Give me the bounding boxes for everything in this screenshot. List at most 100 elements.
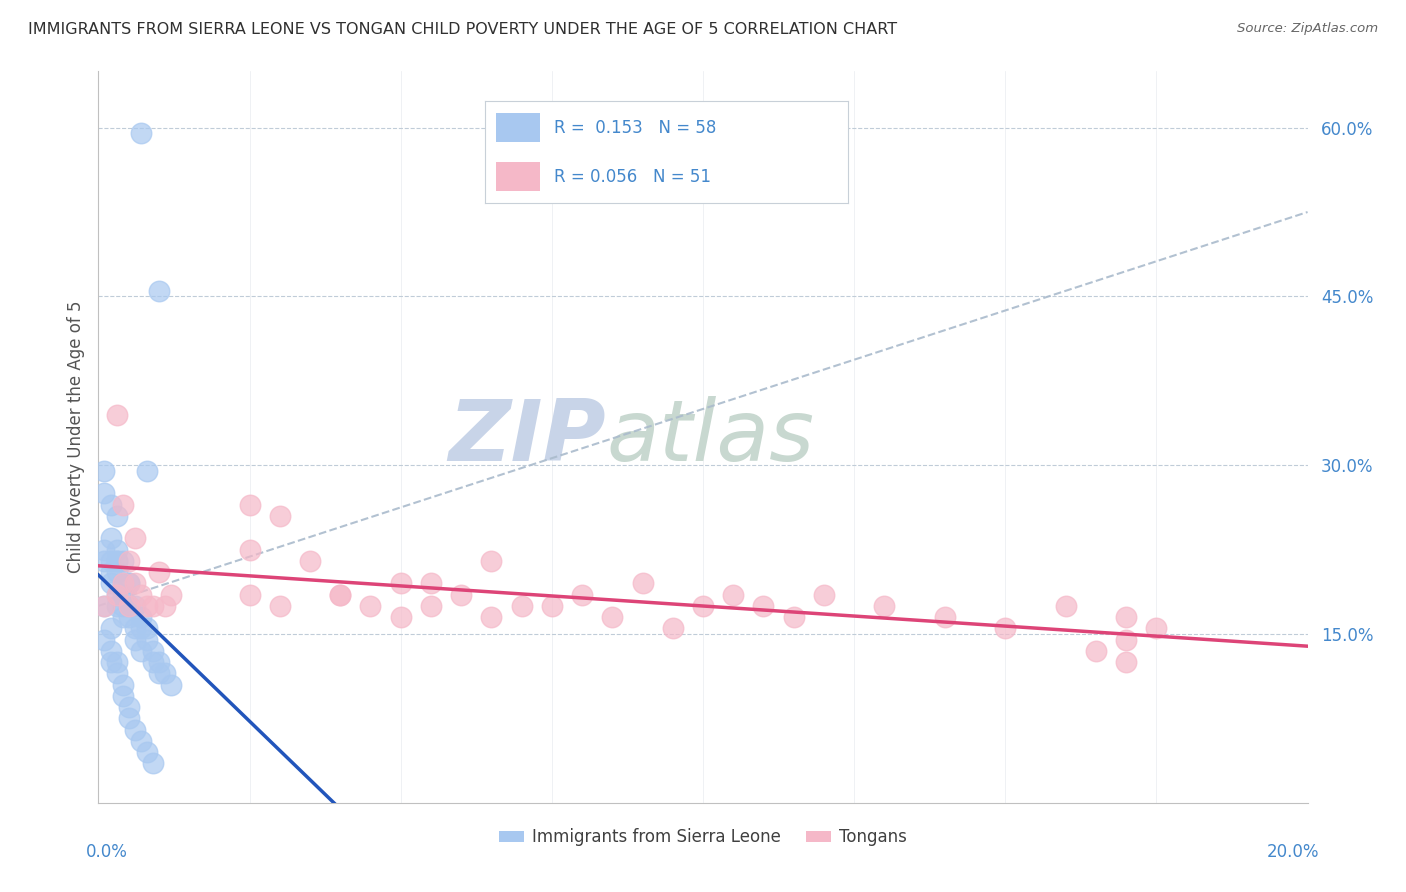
Point xyxy=(661,621,683,635)
Point xyxy=(118,700,141,714)
Point xyxy=(994,621,1017,635)
Point xyxy=(269,508,291,523)
Point xyxy=(239,498,262,512)
Point xyxy=(93,599,115,613)
Point xyxy=(239,542,262,557)
Point xyxy=(124,532,146,546)
Point xyxy=(142,655,165,669)
Point xyxy=(100,554,122,568)
Point xyxy=(1144,621,1167,635)
Point xyxy=(1115,610,1137,624)
Point xyxy=(105,565,128,579)
Text: IMMIGRANTS FROM SIERRA LEONE VS TONGAN CHILD POVERTY UNDER THE AGE OF 5 CORRELAT: IMMIGRANTS FROM SIERRA LEONE VS TONGAN C… xyxy=(28,22,897,37)
Point xyxy=(118,599,141,613)
Text: Source: ZipAtlas.com: Source: ZipAtlas.com xyxy=(1237,22,1378,36)
Point xyxy=(1085,644,1108,658)
Point xyxy=(111,689,134,703)
Point xyxy=(93,486,115,500)
Point xyxy=(510,599,533,613)
Point xyxy=(269,599,291,613)
Point xyxy=(602,610,624,624)
Point xyxy=(692,599,714,613)
Point xyxy=(93,542,115,557)
Point xyxy=(111,576,134,591)
Point xyxy=(124,632,146,647)
Point xyxy=(783,610,806,624)
Text: atlas: atlas xyxy=(606,395,814,479)
Point xyxy=(481,610,503,624)
Point xyxy=(420,599,443,613)
Point xyxy=(129,621,152,635)
Point xyxy=(752,599,775,613)
Point xyxy=(118,576,141,591)
Legend: Immigrants from Sierra Leone, Tongans: Immigrants from Sierra Leone, Tongans xyxy=(492,822,914,853)
Point xyxy=(481,554,503,568)
Point xyxy=(389,610,412,624)
Point xyxy=(299,554,322,568)
Point xyxy=(105,655,128,669)
Point xyxy=(239,588,262,602)
Point xyxy=(124,599,146,613)
Point xyxy=(100,621,122,635)
Point xyxy=(142,644,165,658)
Point xyxy=(118,554,141,568)
Point xyxy=(100,565,122,579)
Point xyxy=(813,588,835,602)
Point xyxy=(118,576,141,591)
Point xyxy=(160,588,183,602)
Point xyxy=(329,588,352,602)
Point xyxy=(135,464,157,478)
Point xyxy=(105,542,128,557)
Point xyxy=(142,756,165,771)
Point xyxy=(129,734,152,748)
Point xyxy=(118,711,141,725)
Point xyxy=(934,610,956,624)
Point xyxy=(420,576,443,591)
Point xyxy=(111,498,134,512)
Point xyxy=(135,599,157,613)
Point xyxy=(124,576,146,591)
Point xyxy=(105,554,128,568)
Point xyxy=(93,554,115,568)
Text: 20.0%: 20.0% xyxy=(1267,843,1320,861)
Point xyxy=(105,599,128,613)
Point xyxy=(105,554,128,568)
Point xyxy=(124,621,146,635)
Point xyxy=(105,508,128,523)
Point xyxy=(142,599,165,613)
Point xyxy=(135,745,157,759)
Point xyxy=(100,498,122,512)
Point xyxy=(100,576,122,591)
Point xyxy=(160,678,183,692)
Point xyxy=(129,588,152,602)
Point xyxy=(93,464,115,478)
Point xyxy=(111,588,134,602)
Point xyxy=(135,621,157,635)
Point xyxy=(148,655,170,669)
Point xyxy=(105,408,128,422)
Point xyxy=(360,599,382,613)
Point xyxy=(148,666,170,681)
Point xyxy=(124,723,146,737)
Point xyxy=(129,610,152,624)
Point xyxy=(540,599,562,613)
Point xyxy=(571,588,593,602)
Point xyxy=(118,610,141,624)
Point xyxy=(93,599,115,613)
Point xyxy=(111,576,134,591)
Text: ZIP: ZIP xyxy=(449,395,606,479)
Point xyxy=(93,632,115,647)
Point xyxy=(105,588,128,602)
Point xyxy=(450,588,472,602)
Point xyxy=(329,588,352,602)
Point xyxy=(389,576,412,591)
Point xyxy=(105,666,128,681)
Point xyxy=(111,554,134,568)
Text: 0.0%: 0.0% xyxy=(86,843,128,861)
Point xyxy=(148,565,170,579)
Point xyxy=(129,126,152,140)
Point xyxy=(153,599,176,613)
Point xyxy=(1115,632,1137,647)
Point xyxy=(100,532,122,546)
Point xyxy=(118,599,141,613)
